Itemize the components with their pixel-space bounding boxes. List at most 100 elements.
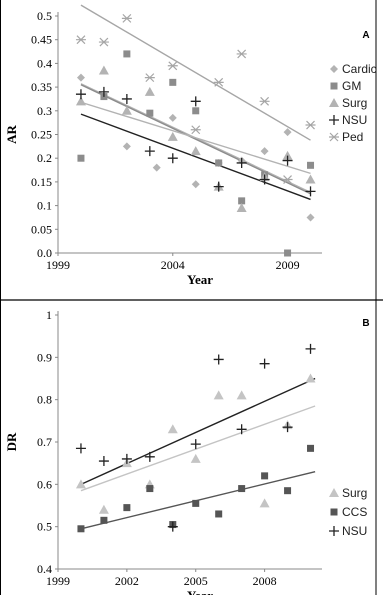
legend-label-ped: Ped [342, 130, 363, 144]
y-axis-title: DR [4, 432, 19, 451]
trend-line-surg [80, 405, 316, 492]
legend-label-gm: GM [342, 79, 361, 93]
data-point-nsu [305, 343, 316, 354]
x-tick-label: 2009 [276, 258, 300, 272]
data-point-surg [190, 453, 201, 463]
data-point-surg [236, 390, 247, 400]
y-tick-label: 0.1 [37, 199, 52, 213]
data-point-ped [259, 96, 270, 106]
data-point-nsu [121, 93, 132, 104]
x-tick-label: 2002 [115, 574, 139, 588]
trend-line-nsu [80, 113, 311, 201]
y-tick-label: 0.0 [37, 246, 52, 260]
data-point-nsu [190, 96, 201, 107]
data-point-ccs [215, 510, 223, 518]
data-point-ccs [100, 516, 108, 524]
x-tick-label: 1999 [46, 574, 70, 588]
data-point-ped [213, 77, 224, 87]
x-tick-label: 2008 [253, 574, 277, 588]
data-point-surg [236, 202, 247, 212]
data-point-gm [123, 50, 131, 58]
x-axis-title: Year [187, 588, 213, 595]
legend-label-cardic: Cardic [342, 62, 377, 76]
legend-marker-cardic [330, 65, 338, 73]
legend-marker-ccs [330, 508, 338, 516]
data-point-ccs [77, 525, 85, 533]
data-point-surg [98, 65, 109, 75]
data-point-nsu [144, 451, 155, 462]
data-point-surg [121, 105, 132, 115]
data-point-ped [305, 120, 316, 130]
legend-marker-surg [329, 488, 339, 497]
data-point-surg [167, 131, 178, 141]
data-point-cardic [191, 180, 200, 189]
data-point-ped [144, 73, 155, 83]
y-tick-label: 0.25 [31, 128, 52, 142]
data-point-ccs [146, 485, 154, 493]
data-point-ped [75, 35, 86, 45]
data-point-cardic [168, 113, 177, 122]
data-point-cardic [306, 213, 315, 222]
x-tick-label: 2004 [161, 258, 185, 272]
legend-label-surg: Surg [342, 486, 367, 500]
legend-label-nsu: NSU [342, 524, 367, 538]
data-point-nsu [121, 453, 132, 464]
data-point-gm [77, 154, 85, 162]
y-tick-label: 1 [46, 308, 52, 322]
legend-marker-nsu [329, 115, 339, 125]
trend-line-ped [80, 4, 311, 141]
data-point-nsu [259, 358, 270, 369]
data-point-gm [146, 109, 154, 117]
data-point-ccs [261, 472, 269, 480]
data-point-ped [282, 175, 293, 184]
data-point-ccs [284, 487, 292, 495]
y-tick-label: 0.05 [31, 222, 52, 236]
panel-label: A [362, 30, 369, 41]
data-point-gm [284, 249, 292, 257]
data-point-ccs [192, 499, 200, 507]
chart-panel-b: 0.4 0.5 0.6 0.7 0.8 0.9 1 1999 2002 2005 2008 Year D… [4, 308, 370, 595]
data-point-ccs [238, 485, 246, 493]
data-point-surg [167, 424, 178, 434]
legend-marker-ped [329, 132, 339, 142]
y-tick-label: 0.3 [37, 104, 52, 118]
data-point-ped [190, 125, 201, 135]
y-tick-label: 0.4 [37, 56, 52, 70]
data-point-ped [98, 37, 109, 47]
legend-marker-gm [330, 82, 338, 90]
data-point-cardic [122, 142, 131, 151]
y-tick-label: 0.6 [37, 477, 52, 491]
data-point-ped [121, 13, 132, 23]
data-point-gm [215, 159, 223, 167]
data-point-nsu [167, 521, 178, 532]
y-tick-label: 0.2 [37, 151, 52, 165]
legend-label-ccs: CCS [342, 505, 367, 519]
trend-line-gm [80, 84, 311, 195]
data-point-nsu [213, 354, 224, 365]
data-point-nsu [259, 174, 270, 185]
data-point-ccs [123, 504, 131, 512]
legend-label-surg: Surg [342, 96, 367, 110]
data-point-surg [259, 498, 270, 508]
data-point-gm [238, 197, 246, 205]
data-point-nsu [75, 443, 86, 454]
data-point-surg [282, 150, 293, 160]
trend-line-nsu [80, 377, 316, 485]
x-tick-label: 2005 [184, 574, 208, 588]
data-point-surg [144, 86, 155, 96]
data-point-ped [167, 61, 178, 71]
x-tick-label: 1999 [46, 258, 70, 272]
data-point-ccs [307, 444, 315, 452]
data-point-nsu [98, 86, 109, 97]
data-point-gm [169, 78, 177, 86]
data-point-nsu [75, 89, 86, 100]
y-tick-label: 0.8 [37, 393, 52, 407]
data-point-surg [75, 96, 86, 106]
y-tick-label: 0.15 [31, 175, 52, 189]
data-point-nsu [236, 424, 247, 435]
y-tick-label: 0.5 [37, 9, 52, 23]
panel-label: B [362, 318, 369, 329]
data-point-gm [307, 161, 315, 169]
data-point-cardic [152, 163, 161, 172]
